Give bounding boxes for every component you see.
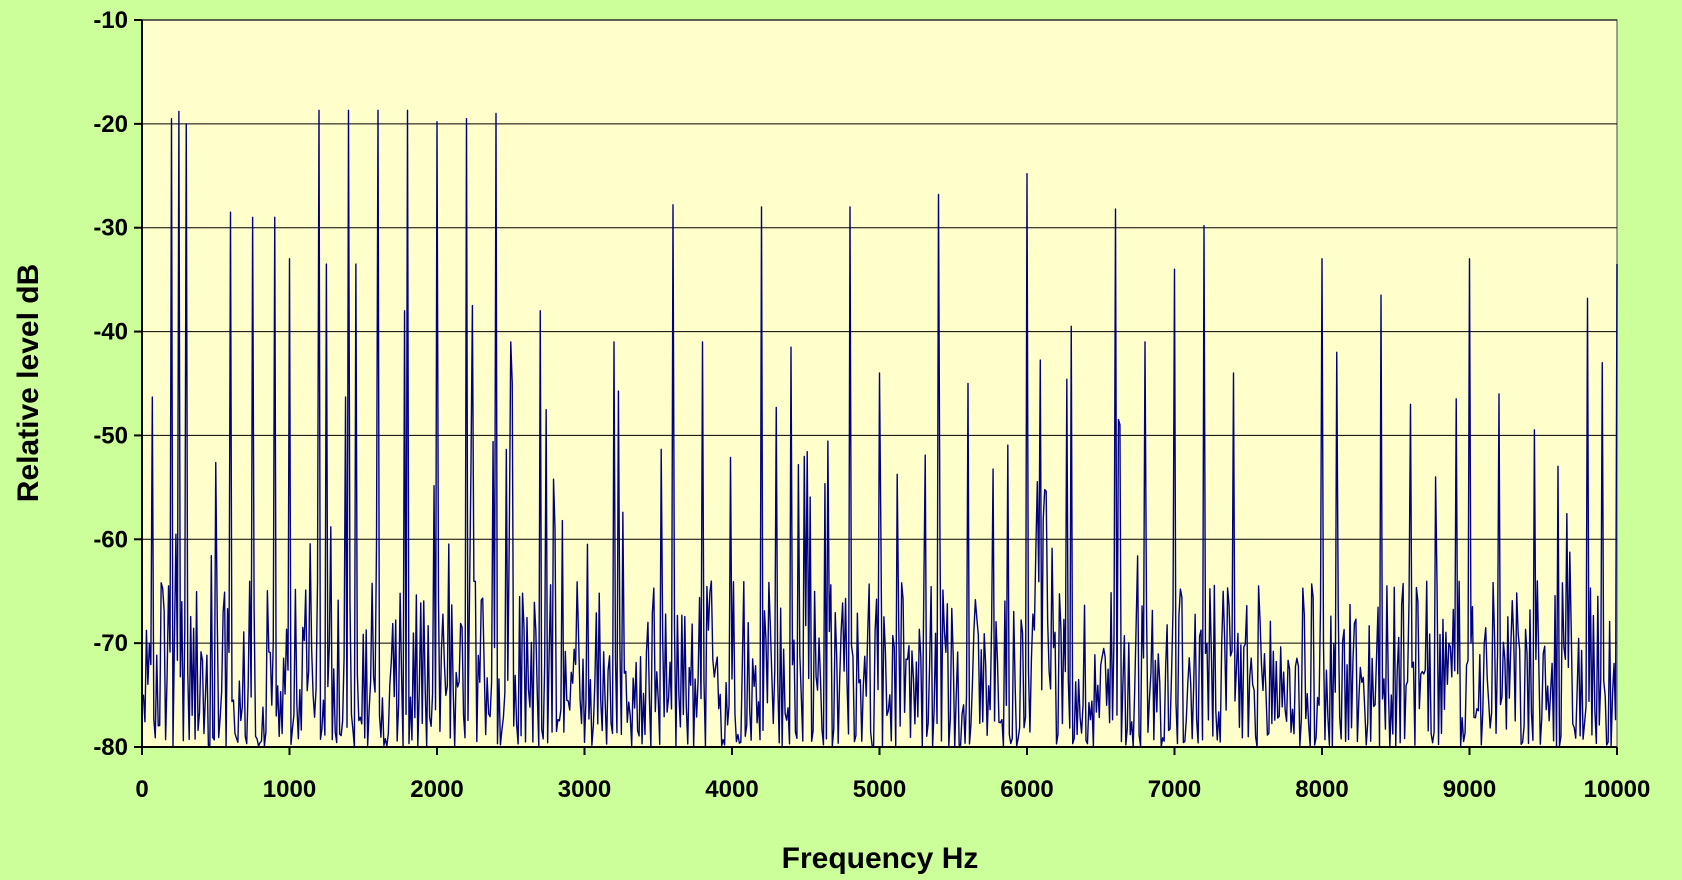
x-tick-label: 7000 — [1148, 776, 1201, 803]
y-tick-label: -60 — [93, 526, 128, 553]
y-tick-label: -10 — [93, 7, 128, 34]
x-tick-label: 0 — [135, 776, 148, 803]
y-tick-label: -40 — [93, 319, 128, 346]
x-tick-label: 1000 — [263, 776, 316, 803]
y-tick-label: -80 — [93, 734, 128, 761]
axes — [134, 19, 1618, 755]
y-tick-label: -30 — [93, 215, 128, 242]
x-tick-label: 4000 — [705, 776, 758, 803]
x-tick-label: 9000 — [1443, 776, 1496, 803]
x-tick-label: 5000 — [853, 776, 906, 803]
series-group — [141, 109, 1618, 748]
x-tick-labels: 0 1000 2000 3000 4000 5000 6000 7000 8000 9000 100… — [135, 776, 1650, 803]
y-tick-label: -50 — [93, 422, 128, 449]
x-tick-label: 6000 — [1000, 776, 1053, 803]
x-tick-label: 3000 — [558, 776, 611, 803]
spectrum-series-line — [141, 109, 1618, 748]
y-tick-labels: -10 -20 -30 -40 -50 -60 -70 -80 — [93, 7, 128, 761]
x-tick-label: 8000 — [1295, 776, 1348, 803]
x-tick-label: 2000 — [410, 776, 463, 803]
x-axis-title: Frequency Hz — [782, 842, 979, 875]
x-tick-label: 10000 — [1584, 776, 1651, 803]
y-axis-title: Relative level dB — [12, 264, 45, 502]
y-tick-label: -20 — [93, 111, 128, 138]
y-tick-label: -70 — [93, 630, 128, 657]
